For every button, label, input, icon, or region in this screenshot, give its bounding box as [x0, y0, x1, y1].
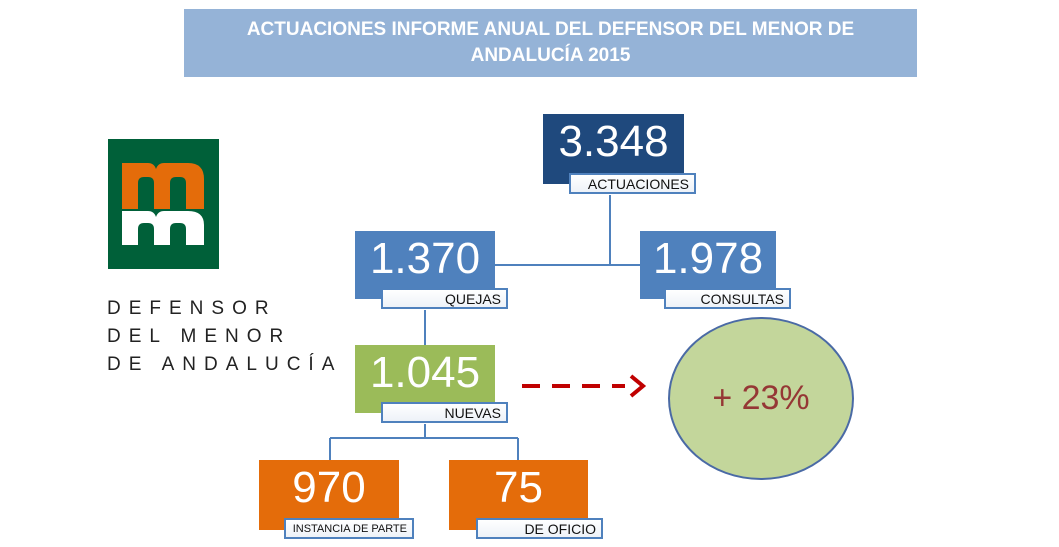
growth-circle: + 23% [668, 317, 854, 480]
nuevas-value: 1.045 [369, 348, 481, 397]
quejas-value: 1.370 [369, 234, 481, 283]
org-name-line-3: DE ANDALUCÍA [107, 354, 343, 375]
quejas-label: QUEJAS [444, 290, 501, 307]
page-title: ACTUACIONES INFORME ANUAL DEL DEFENSOR D… [184, 9, 917, 77]
nuevas-label-box: NUEVAS [381, 402, 508, 423]
instancia-label-box: INSTANCIA DE PARTE [284, 518, 414, 539]
quejas-box: 1.370 [355, 231, 495, 299]
title-line-2: ANDALUCÍA 2015 [470, 45, 631, 66]
dashed-arrow [522, 374, 647, 398]
consultas-box: 1.978 [640, 231, 776, 299]
org-name-line-2: DEL MENOR [107, 326, 292, 347]
actuaciones-value: 3.348 [558, 117, 669, 166]
instancia-value: 970 [292, 463, 366, 512]
consultas-label-box: CONSULTAS [664, 288, 791, 309]
consultas-value: 1.978 [652, 234, 764, 283]
nuevas-label: NUEVAS [444, 404, 501, 421]
org-name-line-1: DEFENSOR [107, 298, 277, 319]
actuaciones-box: 3.348 [543, 114, 684, 184]
oficio-label: DE OFICIO [524, 520, 596, 537]
nuevas-box: 1.045 [355, 345, 495, 413]
oficio-label-box: DE OFICIO [476, 518, 603, 539]
oficio-value: 75 [494, 463, 543, 512]
actuaciones-label: ACTUACIONES [587, 175, 689, 192]
mm-logo-icon [122, 163, 204, 245]
defensor-logo [108, 139, 219, 269]
organization-name: DEFENSOR DEL MENOR DE ANDALUCÍA [107, 295, 342, 379]
title-line-1: ACTUACIONES INFORME ANUAL DEL DEFENSOR D… [246, 19, 855, 40]
quejas-label-box: QUEJAS [381, 288, 508, 309]
instancia-label: INSTANCIA DE PARTE [292, 522, 407, 535]
growth-text: + 23% [712, 379, 810, 417]
consultas-label: CONSULTAS [700, 290, 785, 307]
actuaciones-label-box: ACTUACIONES [569, 173, 696, 194]
